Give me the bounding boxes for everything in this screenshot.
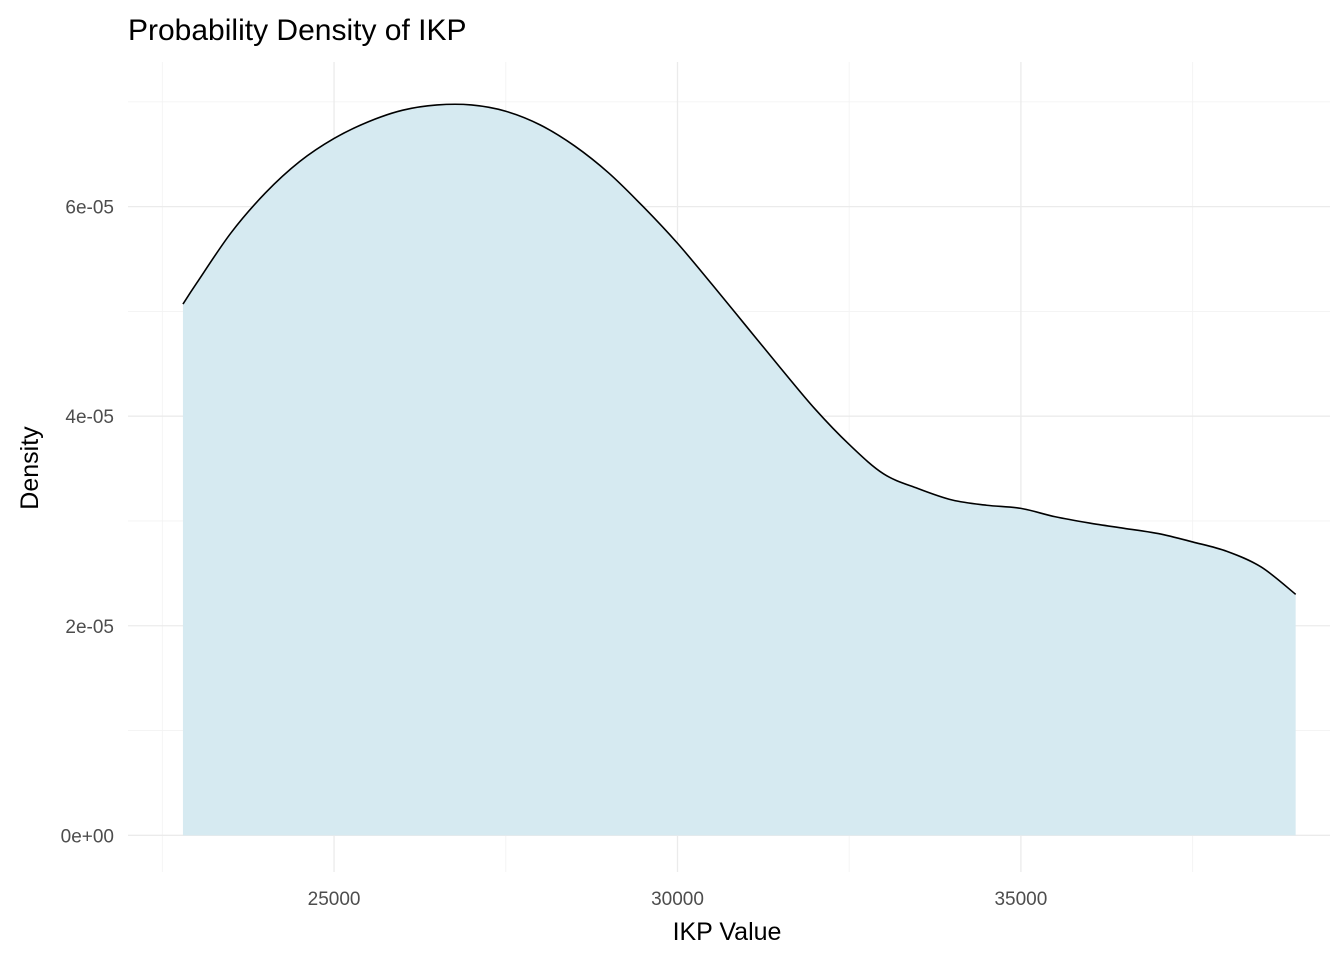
x-axis-tick-labels: 25000 30000 35000 (308, 889, 1048, 910)
density-curve-line (182, 103, 1297, 595)
y-tick-label: 2e-05 (65, 617, 114, 638)
x-tick-label: 35000 (994, 889, 1047, 910)
y-tick-label: 4e-05 (65, 407, 114, 428)
chart-title: Probability Density of IKP (128, 14, 466, 47)
x-tick-label: 25000 (308, 889, 361, 910)
y-axis-tick-labels: 0e+00 2e-05 4e-05 6e-05 (61, 198, 114, 848)
y-tick-label: 6e-05 (65, 198, 114, 219)
density-area-fill (182, 104, 1296, 836)
y-tick-label: 0e+00 (61, 826, 114, 847)
y-axis-label: Density (16, 426, 44, 510)
x-tick-label: 30000 (651, 889, 704, 910)
x-axis-label: IKP Value (673, 918, 782, 946)
